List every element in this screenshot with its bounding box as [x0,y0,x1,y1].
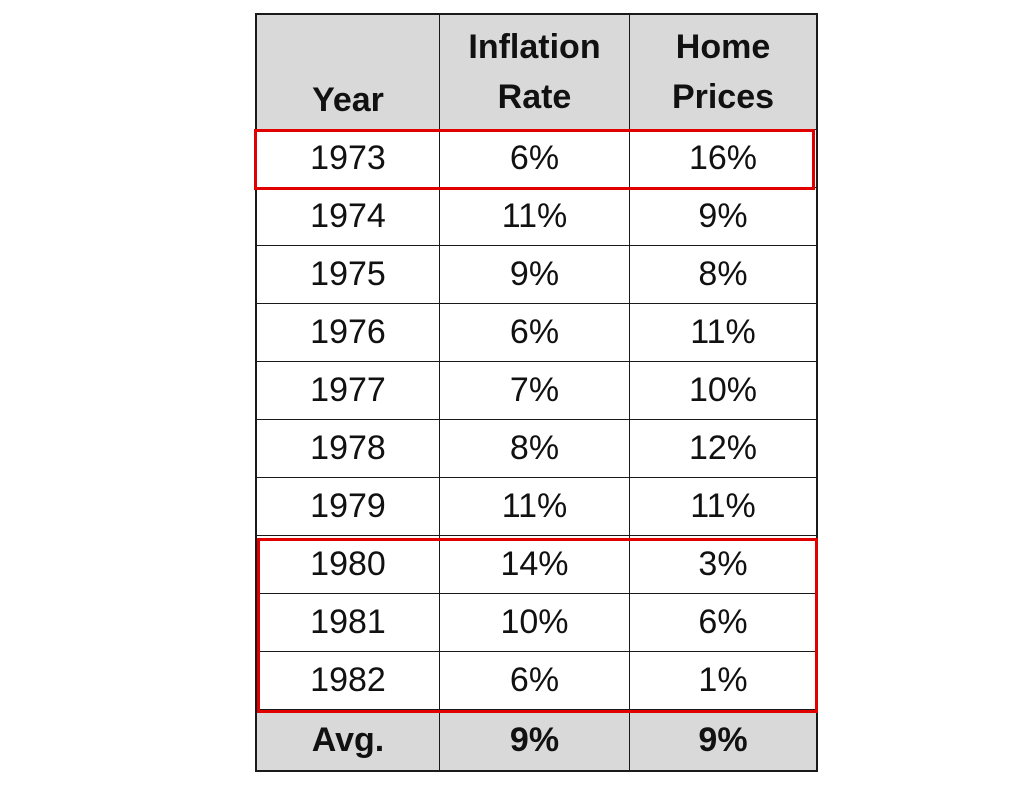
table-row: 1973 6% 16% [257,130,816,188]
year-cell: 1976 [257,304,440,361]
table-row: 1975 9% 8% [257,246,816,304]
data-table: Year Inflation Rate Home Prices 1973 6% … [255,13,818,772]
inflation-cell: 6% [440,652,630,709]
table-header-row: Year Inflation Rate Home Prices [257,15,816,130]
year-cell: 1974 [257,188,440,245]
footer-inflation-avg: 9% [440,710,630,770]
header-home-line2: Prices [671,78,775,116]
year-cell: 1980 [257,536,440,593]
table-row: 1974 11% 9% [257,188,816,246]
home-price-cell: 11% [690,487,756,525]
footer-label: Avg. [257,710,440,770]
inflation-cell: 10% [440,594,630,651]
year-cell: 1973 [257,130,440,187]
header-home-prices: Home Prices [630,15,816,129]
header-inflation-rate: Inflation Rate [440,15,630,129]
table-row: 1979 11% 11% [257,478,816,536]
inflation-cell: 6% [440,130,630,187]
home-price-cell: 16% [688,139,758,177]
home-price-cell: 12% [688,429,758,467]
home-price-cell: 6% [698,603,748,641]
table-footer-row: Avg. 9% 9% [257,710,816,770]
home-price-cell: 3% [698,545,748,583]
table-row: 1982 6% 1% [257,652,816,710]
home-price-cell: 9% [698,197,748,235]
inflation-cell: 11% [440,188,630,245]
inflation-cell: 11% [440,478,630,535]
table-row: 1977 7% 10% [257,362,816,420]
year-cell: 1975 [257,246,440,303]
inflation-cell: 6% [440,304,630,361]
home-price-cell: 1% [698,661,748,699]
header-inflation-line2: Rate [497,78,572,116]
footer-home-avg: 9% [698,720,748,759]
table-row: 1976 6% 11% [257,304,816,362]
year-cell: 1978 [257,420,440,477]
header-home-line1: Home [675,28,771,66]
inflation-cell: 14% [440,536,630,593]
year-cell: 1979 [257,478,440,535]
inflation-cell: 8% [440,420,630,477]
year-cell: 1981 [257,594,440,651]
header-inflation-line1: Inflation [468,28,601,66]
inflation-cell: 7% [440,362,630,419]
year-cell: 1977 [257,362,440,419]
year-cell: 1982 [257,652,440,709]
home-price-cell: 11% [690,313,756,351]
home-price-cell: 8% [698,255,748,293]
home-price-cell: 10% [688,371,758,409]
table-row: 1981 10% 6% [257,594,816,652]
table-row: 1980 14% 3% [257,536,816,594]
header-year: Year [257,15,440,129]
table-row: 1978 8% 12% [257,420,816,478]
inflation-cell: 9% [440,246,630,303]
